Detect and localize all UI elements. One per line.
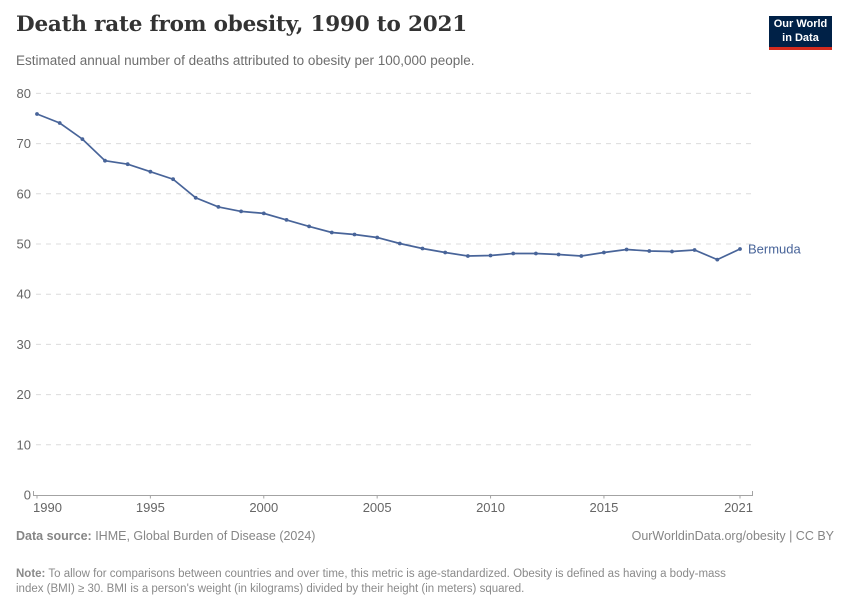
- data-point-marker[interactable]: [148, 169, 153, 174]
- data-point-marker[interactable]: [443, 250, 448, 255]
- y-axis-tick-label: 80: [17, 86, 31, 101]
- data-point-marker[interactable]: [534, 251, 538, 256]
- series-label-bermuda: Bermuda: [748, 242, 802, 257]
- data-point-marker[interactable]: [103, 158, 107, 163]
- data-point-marker[interactable]: [397, 241, 402, 246]
- y-axis-tick-label: 60: [17, 186, 31, 201]
- y-axis-tick-label: 30: [17, 337, 31, 352]
- data-point-marker[interactable]: [239, 209, 244, 214]
- footer-note: Note: To allow for comparisons between c…: [16, 551, 836, 598]
- owid-logo-line2: in Data: [782, 31, 819, 44]
- data-point-marker[interactable]: [670, 249, 674, 254]
- x-axis-tick-label: 2021: [724, 500, 753, 515]
- data-point-marker[interactable]: [602, 250, 606, 255]
- data-point-marker[interactable]: [80, 137, 85, 141]
- data-point-marker[interactable]: [261, 211, 266, 216]
- data-point-marker[interactable]: [352, 232, 357, 237]
- bermuda-series-line[interactable]: [36, 113, 741, 261]
- page-title: Death rate from obesity, 1990 to 2021: [16, 12, 467, 37]
- x-axis-tick-label: 2005: [363, 500, 392, 515]
- y-axis-tick-label: 70: [17, 136, 31, 151]
- data-point-marker[interactable]: [307, 224, 311, 229]
- data-point-marker[interactable]: [488, 253, 493, 258]
- owid-logo-line1: Our World: [773, 17, 828, 30]
- y-axis-tick-label: 50: [17, 237, 31, 252]
- data-point-marker[interactable]: [375, 235, 380, 240]
- data-point-marker[interactable]: [466, 254, 470, 258]
- data-point-marker[interactable]: [511, 251, 516, 256]
- footer-note-text: To allow for comparisons between countri…: [16, 567, 726, 596]
- footer-note-label: Note:: [16, 567, 46, 580]
- y-axis-tick-label: 20: [17, 387, 31, 402]
- x-axis-tick-label: 2010: [476, 500, 505, 515]
- data-point-marker[interactable]: [624, 247, 629, 252]
- data-point-marker[interactable]: [692, 248, 697, 252]
- data-point-marker[interactable]: [171, 177, 176, 182]
- data-point-marker[interactable]: [125, 162, 130, 167]
- data-point-marker[interactable]: [329, 230, 334, 235]
- chart-subtitle: Estimated annual number of deaths attrib…: [16, 53, 475, 68]
- y-axis-tick-label: 10: [17, 437, 31, 452]
- y-axis-tick-label: 40: [17, 287, 31, 302]
- data-point-marker[interactable]: [35, 112, 39, 116]
- data-point-marker[interactable]: [647, 249, 652, 253]
- data-point-marker[interactable]: [420, 246, 425, 251]
- data-source-value: IHME, Global Burden of Disease (2024): [91, 529, 316, 543]
- data-point-marker[interactable]: [556, 252, 561, 257]
- footer-license-link[interactable]: OurWorldinData.org/obesity | CC BY: [631, 529, 834, 543]
- data-point-marker[interactable]: [57, 121, 62, 125]
- data-point-marker[interactable]: [193, 195, 198, 200]
- data-point-marker[interactable]: [216, 205, 221, 209]
- x-axis-tick-label: 1990: [33, 500, 62, 515]
- x-axis-tick-label: 2015: [589, 500, 618, 515]
- owid-logo: Our World in Data: [769, 16, 832, 50]
- data-source: Data source: IHME, Global Burden of Dise…: [16, 529, 315, 543]
- y-axis-tick-label: 0: [24, 488, 31, 503]
- data-source-label: Data source:: [16, 529, 92, 543]
- line-chart[interactable]: 0 10 20 30 40 50 60 70 80 1990 1995 2000 2005 2010 201…: [0, 75, 850, 525]
- data-point-marker[interactable]: [284, 218, 289, 222]
- data-point-marker[interactable]: [738, 247, 742, 251]
- x-axis-tick-label: 2000: [249, 500, 278, 515]
- x-axis-tick-label: 1995: [136, 500, 165, 515]
- data-point-marker[interactable]: [579, 254, 584, 258]
- data-point-marker[interactable]: [715, 257, 720, 262]
